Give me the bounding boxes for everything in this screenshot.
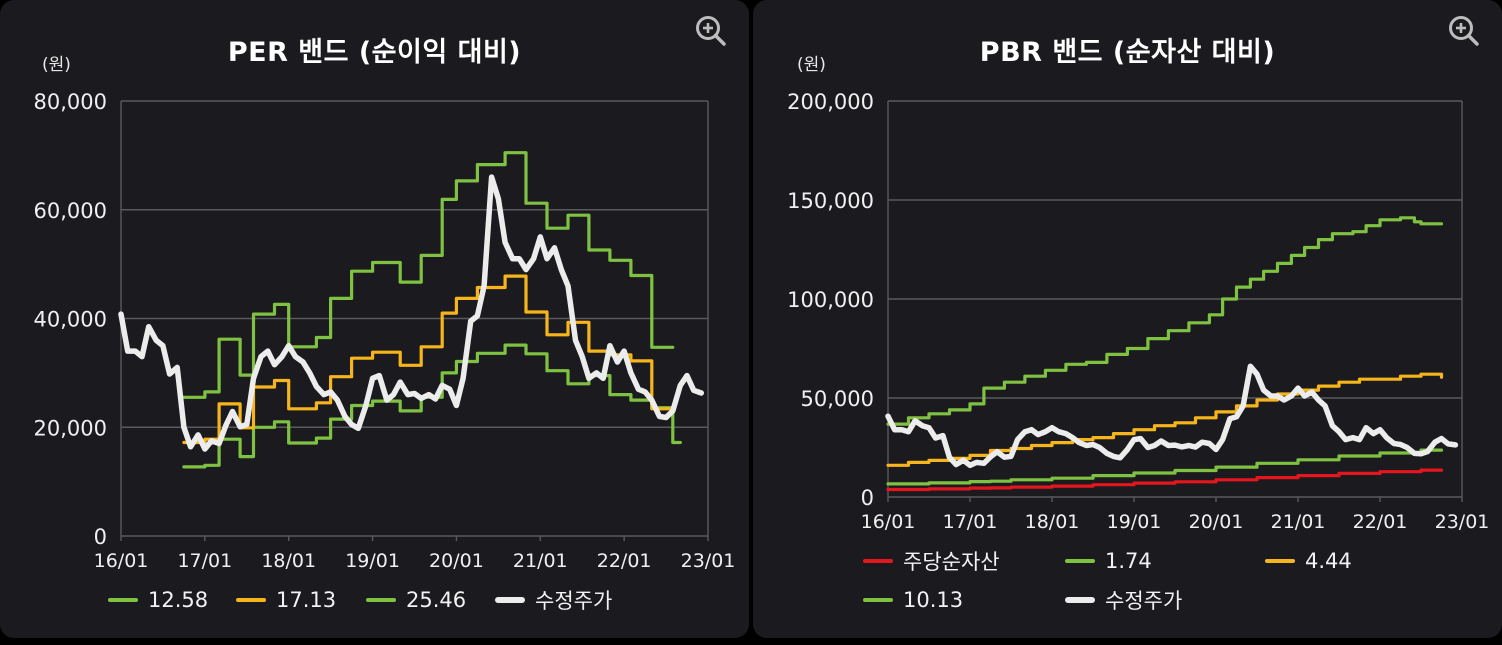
zoom-in-icon[interactable] (694, 14, 728, 48)
x-tick-label: 21/01 (1271, 511, 1326, 533)
legend-item[interactable]: 수정주가 (1065, 587, 1182, 613)
series-line-주당순자산 (886, 468, 1444, 492)
y-tick-label: 0 (94, 525, 107, 549)
pbr-chart-title: PBR 밴드 (순자산 대비) (979, 37, 1276, 68)
x-tick-label: 18/01 (261, 550, 316, 572)
legend-label: 10.13 (903, 588, 964, 612)
legend-swatch (366, 598, 396, 602)
series-line-1.74 (886, 448, 1444, 486)
per-band-chart: 0 20,000 40,000 60,000 80,000 16/01 17/01 18/01… (34, 90, 736, 572)
x-tick-label: 20/01 (429, 550, 484, 572)
x-tick-label: 22/01 (1353, 511, 1408, 533)
legend-item[interactable]: 17.13 (236, 587, 336, 613)
x-tick-label: 16/01 (861, 511, 916, 533)
y-tick-label: 60,000 (34, 199, 107, 223)
legend-swatch (1065, 559, 1095, 563)
y-tick-label: 80,000 (34, 90, 107, 114)
legend-item[interactable]: 10.13 (863, 587, 963, 613)
legend-label: 1.74 (1105, 549, 1152, 573)
per-chart-panel: PER 밴드 (순이익 대비) (원) 0 20,000 40,000 60,000 8… (0, 0, 749, 638)
x-tick-label: 16/01 (94, 550, 149, 572)
y-tick-label: 200,000 (787, 90, 874, 114)
legend-swatch (108, 598, 138, 602)
y-tick-label: 40,000 (34, 308, 107, 332)
zoom-in-icon[interactable] (1447, 14, 1481, 48)
legend-label: 수정주가 (535, 589, 613, 613)
legend-item[interactable]: 25.46 (366, 587, 466, 613)
legend-item[interactable]: 1.74 (1065, 548, 1152, 574)
series-line-10.13 (886, 216, 1444, 426)
series-line-25.46 (182, 151, 675, 399)
legend-swatch (495, 597, 525, 603)
x-tick-label: 19/01 (345, 550, 400, 572)
y-tick-label: 0 (861, 486, 874, 510)
series-line-수정주가 (118, 174, 705, 452)
x-tick-label: 23/01 (1435, 511, 1490, 533)
pbr-chart-panel: PBR 밴드 (순자산 대비) (원) 0 50,000 100,000 150,00… (753, 0, 1502, 638)
legend-item[interactable]: 수정주가 (495, 587, 612, 613)
y-tick-label: 100,000 (787, 288, 874, 312)
legend-label: 12.58 (148, 588, 209, 612)
x-tick-label: 19/01 (1107, 511, 1162, 533)
x-tick-label: 21/01 (513, 550, 568, 572)
per-chart-title: PER 밴드 (순이익 대비) (227, 37, 522, 68)
legend-swatch (236, 598, 266, 602)
series-line-4.44 (886, 372, 1444, 467)
x-tick-label: 18/01 (1025, 511, 1080, 533)
legend-swatch (1265, 559, 1295, 563)
series-line-수정주가 (885, 363, 1459, 469)
x-tick-label: 23/01 (681, 550, 736, 572)
y-tick-label: 50,000 (801, 387, 874, 411)
x-tick-label: 22/01 (597, 550, 652, 572)
y-tick-label: 150,000 (787, 189, 874, 213)
legend-label: 25.46 (406, 588, 467, 612)
legend-item[interactable]: 주당순자산 (863, 548, 1000, 574)
legend-swatch (1065, 597, 1095, 603)
legend-label: 17.13 (276, 588, 337, 612)
legend-label: 4.44 (1305, 549, 1352, 573)
legend-label: 수정주가 (1105, 589, 1183, 613)
legend-swatch (863, 598, 893, 602)
legend-swatch (863, 559, 893, 563)
per-y-unit-label: (원) (42, 55, 71, 75)
x-tick-label: 17/01 (943, 511, 998, 533)
x-tick-label: 20/01 (1189, 511, 1244, 533)
pbr-y-unit-label: (원) (797, 55, 826, 75)
legend-label: 주당순자산 (903, 550, 1000, 574)
legend-item[interactable]: 4.44 (1265, 548, 1352, 574)
pbr-band-chart: 0 50,000 100,000 150,000 200,000 16/01 17/01 18… (787, 90, 1490, 533)
legend-item[interactable]: 12.58 (108, 587, 208, 613)
x-tick-label: 17/01 (177, 550, 232, 572)
y-tick-label: 20,000 (34, 416, 107, 440)
